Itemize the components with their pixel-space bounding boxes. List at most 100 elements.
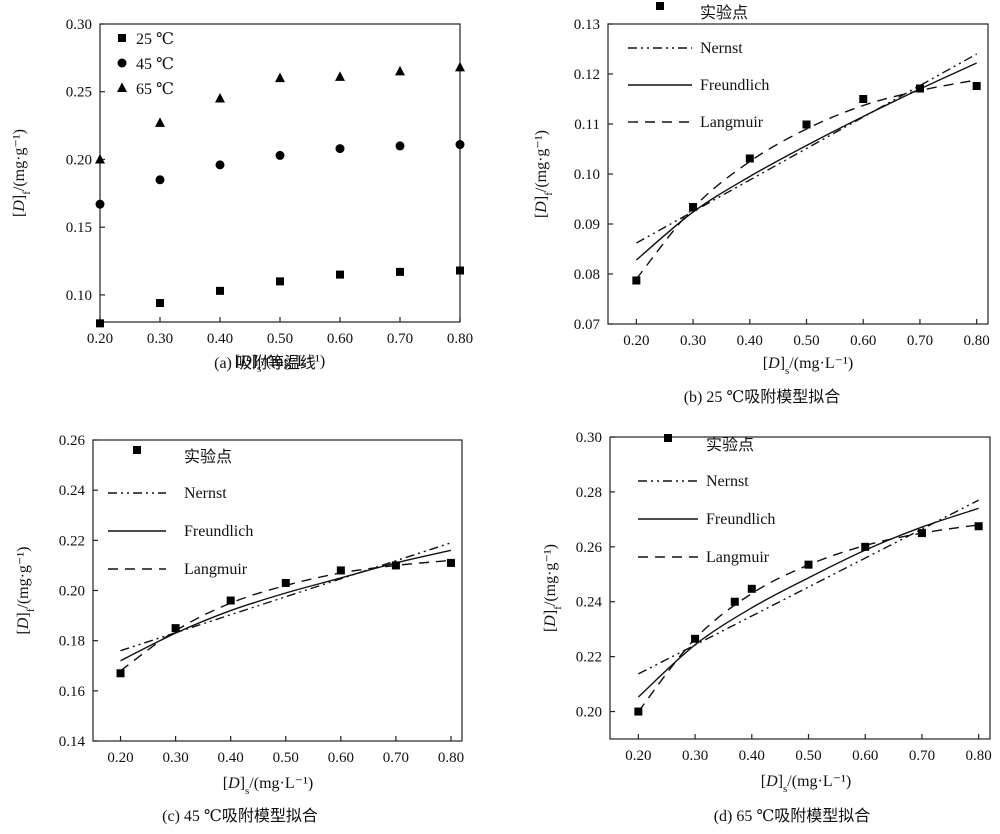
experimental-point: [859, 95, 868, 103]
data-point-triangle: [455, 61, 465, 72]
y-tick-label: 0.26: [59, 433, 86, 449]
y-tick-label: 0.13: [574, 17, 600, 33]
data-point-triangle: [155, 117, 165, 127]
x-tick-label: 0.60: [327, 331, 353, 347]
y-tick-label: 0.16: [59, 684, 86, 700]
y-tick-label: 0.28: [576, 485, 602, 501]
x-tick-label: 0.80: [438, 750, 464, 766]
y-tick-label: 0.30: [576, 430, 602, 446]
x-tick-label: 0.30: [162, 750, 188, 766]
y-tick-label: 0.20: [576, 705, 602, 721]
x-axis-label: [D]s/(mg·L⁻¹): [235, 353, 325, 375]
plot-frame: [92, 439, 463, 742]
x-tick-label: 0.40: [218, 750, 244, 766]
legend-marker-experimental: [664, 434, 672, 442]
y-tick-label: 0.24: [576, 595, 603, 611]
data-point-square: [96, 319, 104, 328]
experimental-point: [632, 276, 641, 285]
experimental-point: [226, 596, 235, 605]
x-tick-label: 0.50: [793, 333, 819, 349]
legend-marker-square: [118, 34, 126, 42]
fit-line-freundlich: [120, 549, 452, 662]
data-point-square: [156, 299, 164, 308]
x-tick-label: 0.70: [909, 748, 935, 764]
data-point-circle: [275, 150, 285, 160]
legend-label-langmuir: Langmuir: [700, 114, 764, 131]
y-tick-label: 0.20: [66, 152, 92, 168]
legend-label-nernst: Nernst: [700, 40, 743, 57]
y-tick-label: 0.15: [66, 220, 92, 236]
x-tick-label: 0.50: [795, 748, 821, 764]
experimental-point: [730, 597, 739, 606]
experimental-point: [171, 624, 180, 633]
legend-marker-experimental: [656, 2, 664, 10]
y-axis-label: [D]f/(mg·g⁻¹): [542, 544, 564, 632]
data-point-triangle: [335, 71, 345, 81]
y-tick-label: 0.12: [574, 67, 600, 83]
y-tick-label: 0.24: [59, 483, 86, 499]
x-tick-label: 0.70: [907, 333, 933, 349]
data-point-square: [216, 286, 224, 295]
data-point-triangle: [395, 65, 405, 76]
fit-line-nernst: [636, 53, 978, 244]
y-tick-label: 0.10: [66, 288, 92, 304]
y-tick-label: 0.22: [59, 533, 85, 549]
legend-label: 25 ℃: [136, 31, 174, 48]
legend-marker-experimental: [133, 446, 141, 454]
y-tick-label: 0.26: [576, 540, 603, 556]
y-tick-label: 0.30: [66, 17, 92, 33]
x-tick-label: 0.60: [328, 750, 354, 766]
legend-marker-triangle: [117, 82, 127, 92]
data-point-circle: [455, 140, 465, 150]
fit-line-langmuir: [637, 524, 979, 712]
data-point-square: [336, 270, 344, 279]
fit-line-langmuir: [120, 559, 452, 672]
y-tick-label: 0.20: [59, 584, 85, 600]
experimental-point: [634, 707, 643, 716]
x-tick-label: 0.80: [966, 748, 992, 764]
fit-line-nernst: [120, 542, 452, 652]
fit-line-freundlich: [637, 507, 979, 698]
panel-caption: (a) 吸附等温线: [214, 354, 316, 372]
x-axis-label: [D]s/(mg·L⁻¹): [223, 775, 313, 797]
data-point-circle: [215, 160, 225, 170]
legend-label-freundlich: Freundlich: [184, 523, 253, 540]
x-tick-label: 0.40: [739, 748, 765, 764]
y-tick-label: 0.09: [574, 217, 600, 233]
experimental-point: [745, 154, 754, 163]
data-point-circle: [95, 199, 105, 209]
x-tick-label: 0.20: [623, 333, 649, 349]
y-tick-label: 0.07: [574, 317, 601, 333]
experimental-point: [446, 558, 455, 567]
data-point-circle: [155, 175, 165, 185]
y-axis-label: [D]f/(mg·g⁻¹): [15, 546, 37, 634]
experimental-point: [974, 522, 983, 531]
panel-caption: (c) 45 ℃吸附模型拟合: [162, 807, 318, 825]
data-point-triangle: [215, 93, 225, 103]
x-tick-label: 0.20: [625, 748, 651, 764]
legend-label-nernst: Nernst: [184, 485, 227, 502]
legend-label-experimental: 实验点: [700, 4, 748, 22]
data-point-square: [396, 267, 404, 276]
panel-d: 0.20 0.30 0.40 0.50 0.60 0.70 0.80 0.20 0.22 0.24…: [542, 430, 992, 825]
legend-marker-circle: [117, 58, 127, 68]
y-tick-label: 0.25: [66, 85, 92, 101]
experimental-point: [336, 566, 345, 575]
experimental-point: [915, 84, 924, 93]
data-point-circle: [335, 144, 345, 154]
experimental-point: [116, 669, 125, 678]
x-tick-label: 0.70: [383, 750, 409, 766]
data-point-square: [456, 266, 464, 275]
y-axis-label: [D]f/(mg·g⁻¹): [11, 129, 33, 217]
x-axis-label: [D]s/(mg·L⁻¹): [763, 355, 853, 377]
y-tick-label: 0.10: [574, 167, 600, 183]
fit-line-freundlich: [635, 62, 977, 261]
experimental-point: [861, 542, 870, 551]
data-point-triangle: [275, 72, 285, 83]
legend-label-nernst: Nernst: [706, 473, 749, 490]
x-tick-label: 0.20: [107, 750, 133, 766]
x-tick-label: 0.40: [207, 331, 233, 347]
x-tick-label: 0.30: [680, 333, 706, 349]
legend-label: 65 ℃: [136, 81, 174, 98]
